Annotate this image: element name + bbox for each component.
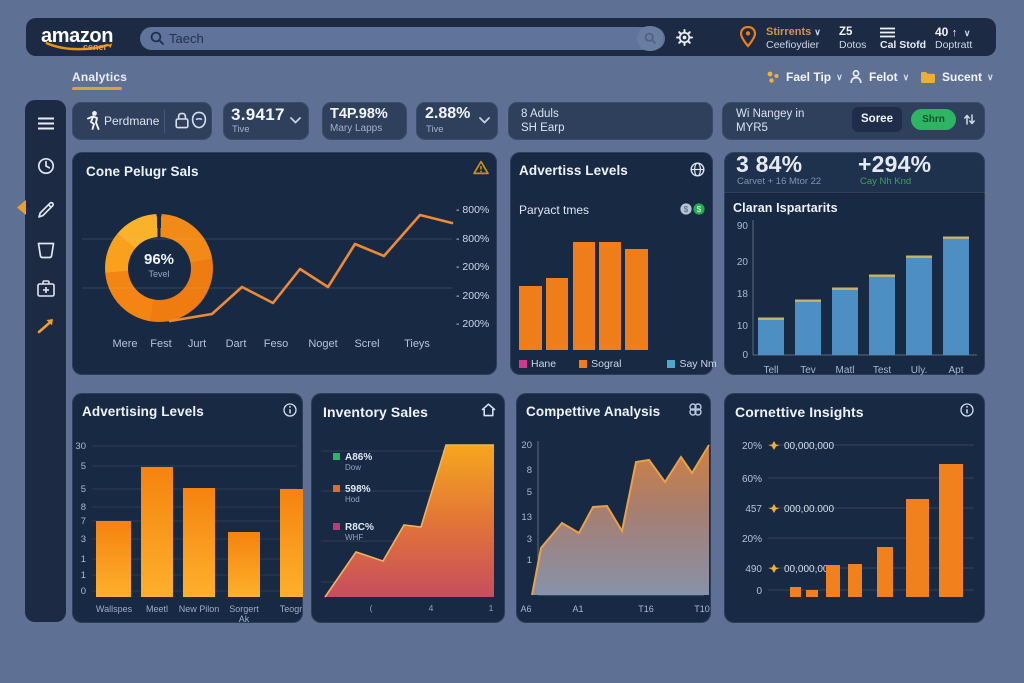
svg-text:Teogr: Teogr (280, 604, 303, 614)
svg-text:T10: T10 (694, 604, 710, 614)
svg-text:A1: A1 (572, 604, 583, 614)
svg-text:3: 3 (527, 534, 532, 545)
svg-text:7: 7 (81, 516, 86, 527)
svg-text:Dow: Dow (345, 463, 361, 472)
svg-text:Ak: Ak (239, 614, 250, 623)
svg-text:20%: 20% (742, 534, 762, 545)
svg-text:00,000,000: 00,000,000 (784, 441, 834, 452)
svg-text:1: 1 (81, 570, 86, 581)
svg-text:0: 0 (742, 350, 748, 361)
svg-text:18: 18 (737, 289, 749, 300)
svg-text:Matl: Matl (836, 365, 855, 375)
svg-text:490: 490 (745, 564, 762, 575)
svg-text:Sorgert: Sorgert (229, 604, 259, 614)
svg-text:20: 20 (737, 257, 749, 268)
svg-text:457: 457 (745, 504, 762, 515)
svg-text:598%: 598% (345, 484, 371, 495)
svg-text:3: 3 (81, 534, 86, 545)
svg-text:Apt: Apt (948, 365, 963, 375)
svg-text:5: 5 (81, 461, 86, 472)
svg-text:1: 1 (81, 554, 86, 565)
svg-text:A6: A6 (520, 604, 531, 614)
svg-text:8: 8 (527, 465, 532, 476)
svg-text:20: 20 (521, 440, 532, 451)
svg-text:10: 10 (737, 321, 749, 332)
svg-text:A86%: A86% (345, 452, 372, 463)
svg-text:90: 90 (737, 221, 749, 232)
svg-text:Tev: Tev (800, 365, 816, 375)
svg-text:$: $ (697, 205, 702, 214)
svg-text:T16: T16 (638, 604, 654, 614)
svg-text:Hod: Hod (345, 495, 360, 504)
svg-text:Meetl: Meetl (146, 604, 168, 614)
svg-text:4: 4 (429, 603, 434, 613)
svg-text:Test: Test (873, 365, 892, 375)
svg-text:13: 13 (521, 512, 532, 523)
svg-text:000,00.000: 000,00.000 (784, 504, 834, 515)
svg-text:0: 0 (81, 586, 86, 597)
svg-text:R8C%: R8C% (345, 522, 374, 533)
svg-text:0: 0 (756, 586, 762, 597)
svg-text:5: 5 (81, 484, 86, 495)
svg-text:1: 1 (527, 555, 532, 566)
svg-text:New Pilon: New Pilon (179, 604, 220, 614)
svg-text:1: 1 (489, 603, 494, 613)
svg-text:60%: 60% (742, 474, 762, 485)
svg-text:Uly.: Uly. (911, 365, 927, 375)
svg-text:8: 8 (81, 502, 86, 513)
svg-text:00,000,000: 00,000,000 (784, 564, 834, 575)
svg-text:20%: 20% (742, 441, 762, 452)
svg-text:5: 5 (527, 487, 532, 498)
svg-text:$: $ (684, 205, 689, 214)
svg-text:(: ( (370, 603, 373, 613)
svg-text:Tell: Tell (763, 365, 778, 375)
svg-text:30: 30 (75, 441, 86, 452)
svg-text:WHF: WHF (345, 533, 363, 542)
svg-text:Wallspes: Wallspes (96, 604, 133, 614)
